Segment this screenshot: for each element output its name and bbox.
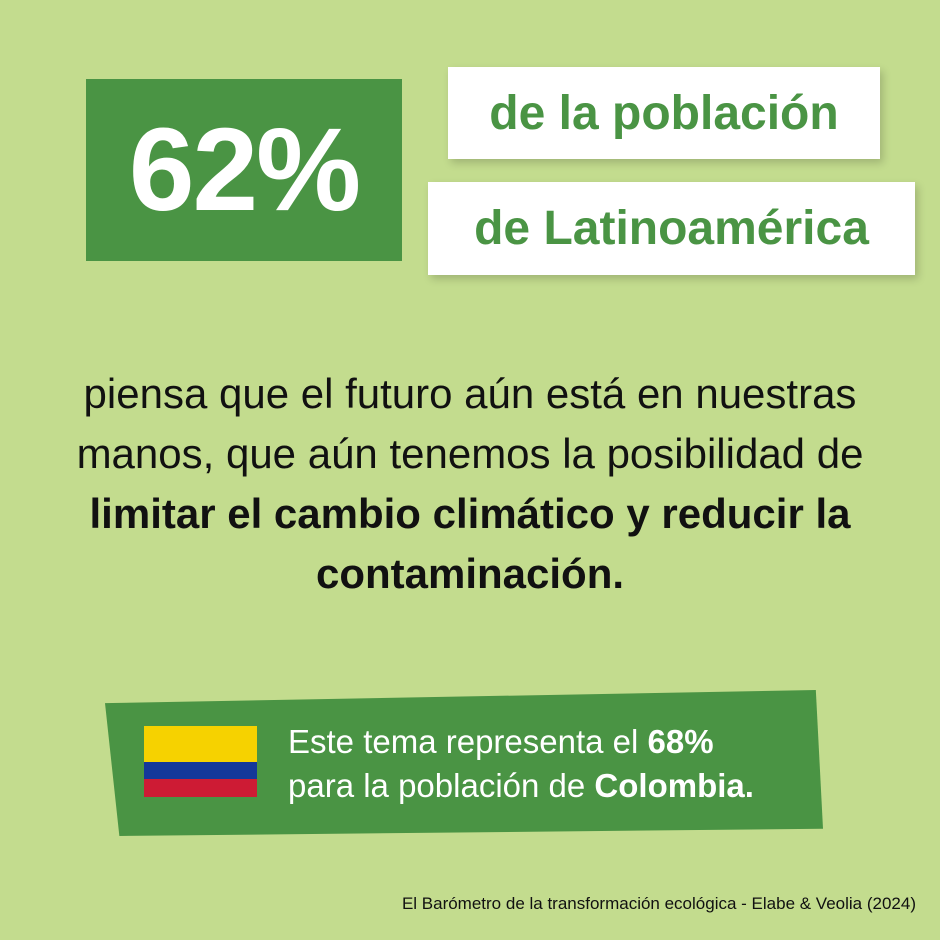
banner-text2: para la población de <box>288 767 586 804</box>
statement-bold: limitar el cambio climático y reducir la… <box>89 490 851 597</box>
stat-label-line1-text: de la población <box>489 86 839 140</box>
stat-label-line1: de la población <box>448 67 880 159</box>
stat-value: 62% <box>128 104 361 236</box>
banner-country: Colombia. <box>594 767 754 804</box>
banner-value: 68% <box>647 723 714 760</box>
colombia-flag-icon <box>144 726 257 797</box>
stat-label-line2-text: de Latinoamérica <box>474 202 869 255</box>
statement-regular: piensa que el futuro aún está en nuestra… <box>76 370 864 477</box>
country-banner-text: Este tema representa el 68% para la pobl… <box>288 720 808 808</box>
stat-box: 62% <box>86 79 402 261</box>
statement: piensa que el futuro aún está en nuestra… <box>20 364 920 604</box>
banner-line2: para la población de Colombia. <box>288 764 808 808</box>
flag-stripe-yellow <box>144 726 257 762</box>
flag-stripe-red <box>144 779 257 797</box>
stat-label-line2: de Latinoamérica <box>428 182 915 275</box>
banner-line1: Este tema representa el 68% <box>288 720 808 764</box>
flag-stripe-blue <box>144 761 257 780</box>
source-citation: El Barómetro de la transformación ecológ… <box>401 894 916 913</box>
banner-text1: Este tema representa el <box>288 723 639 760</box>
